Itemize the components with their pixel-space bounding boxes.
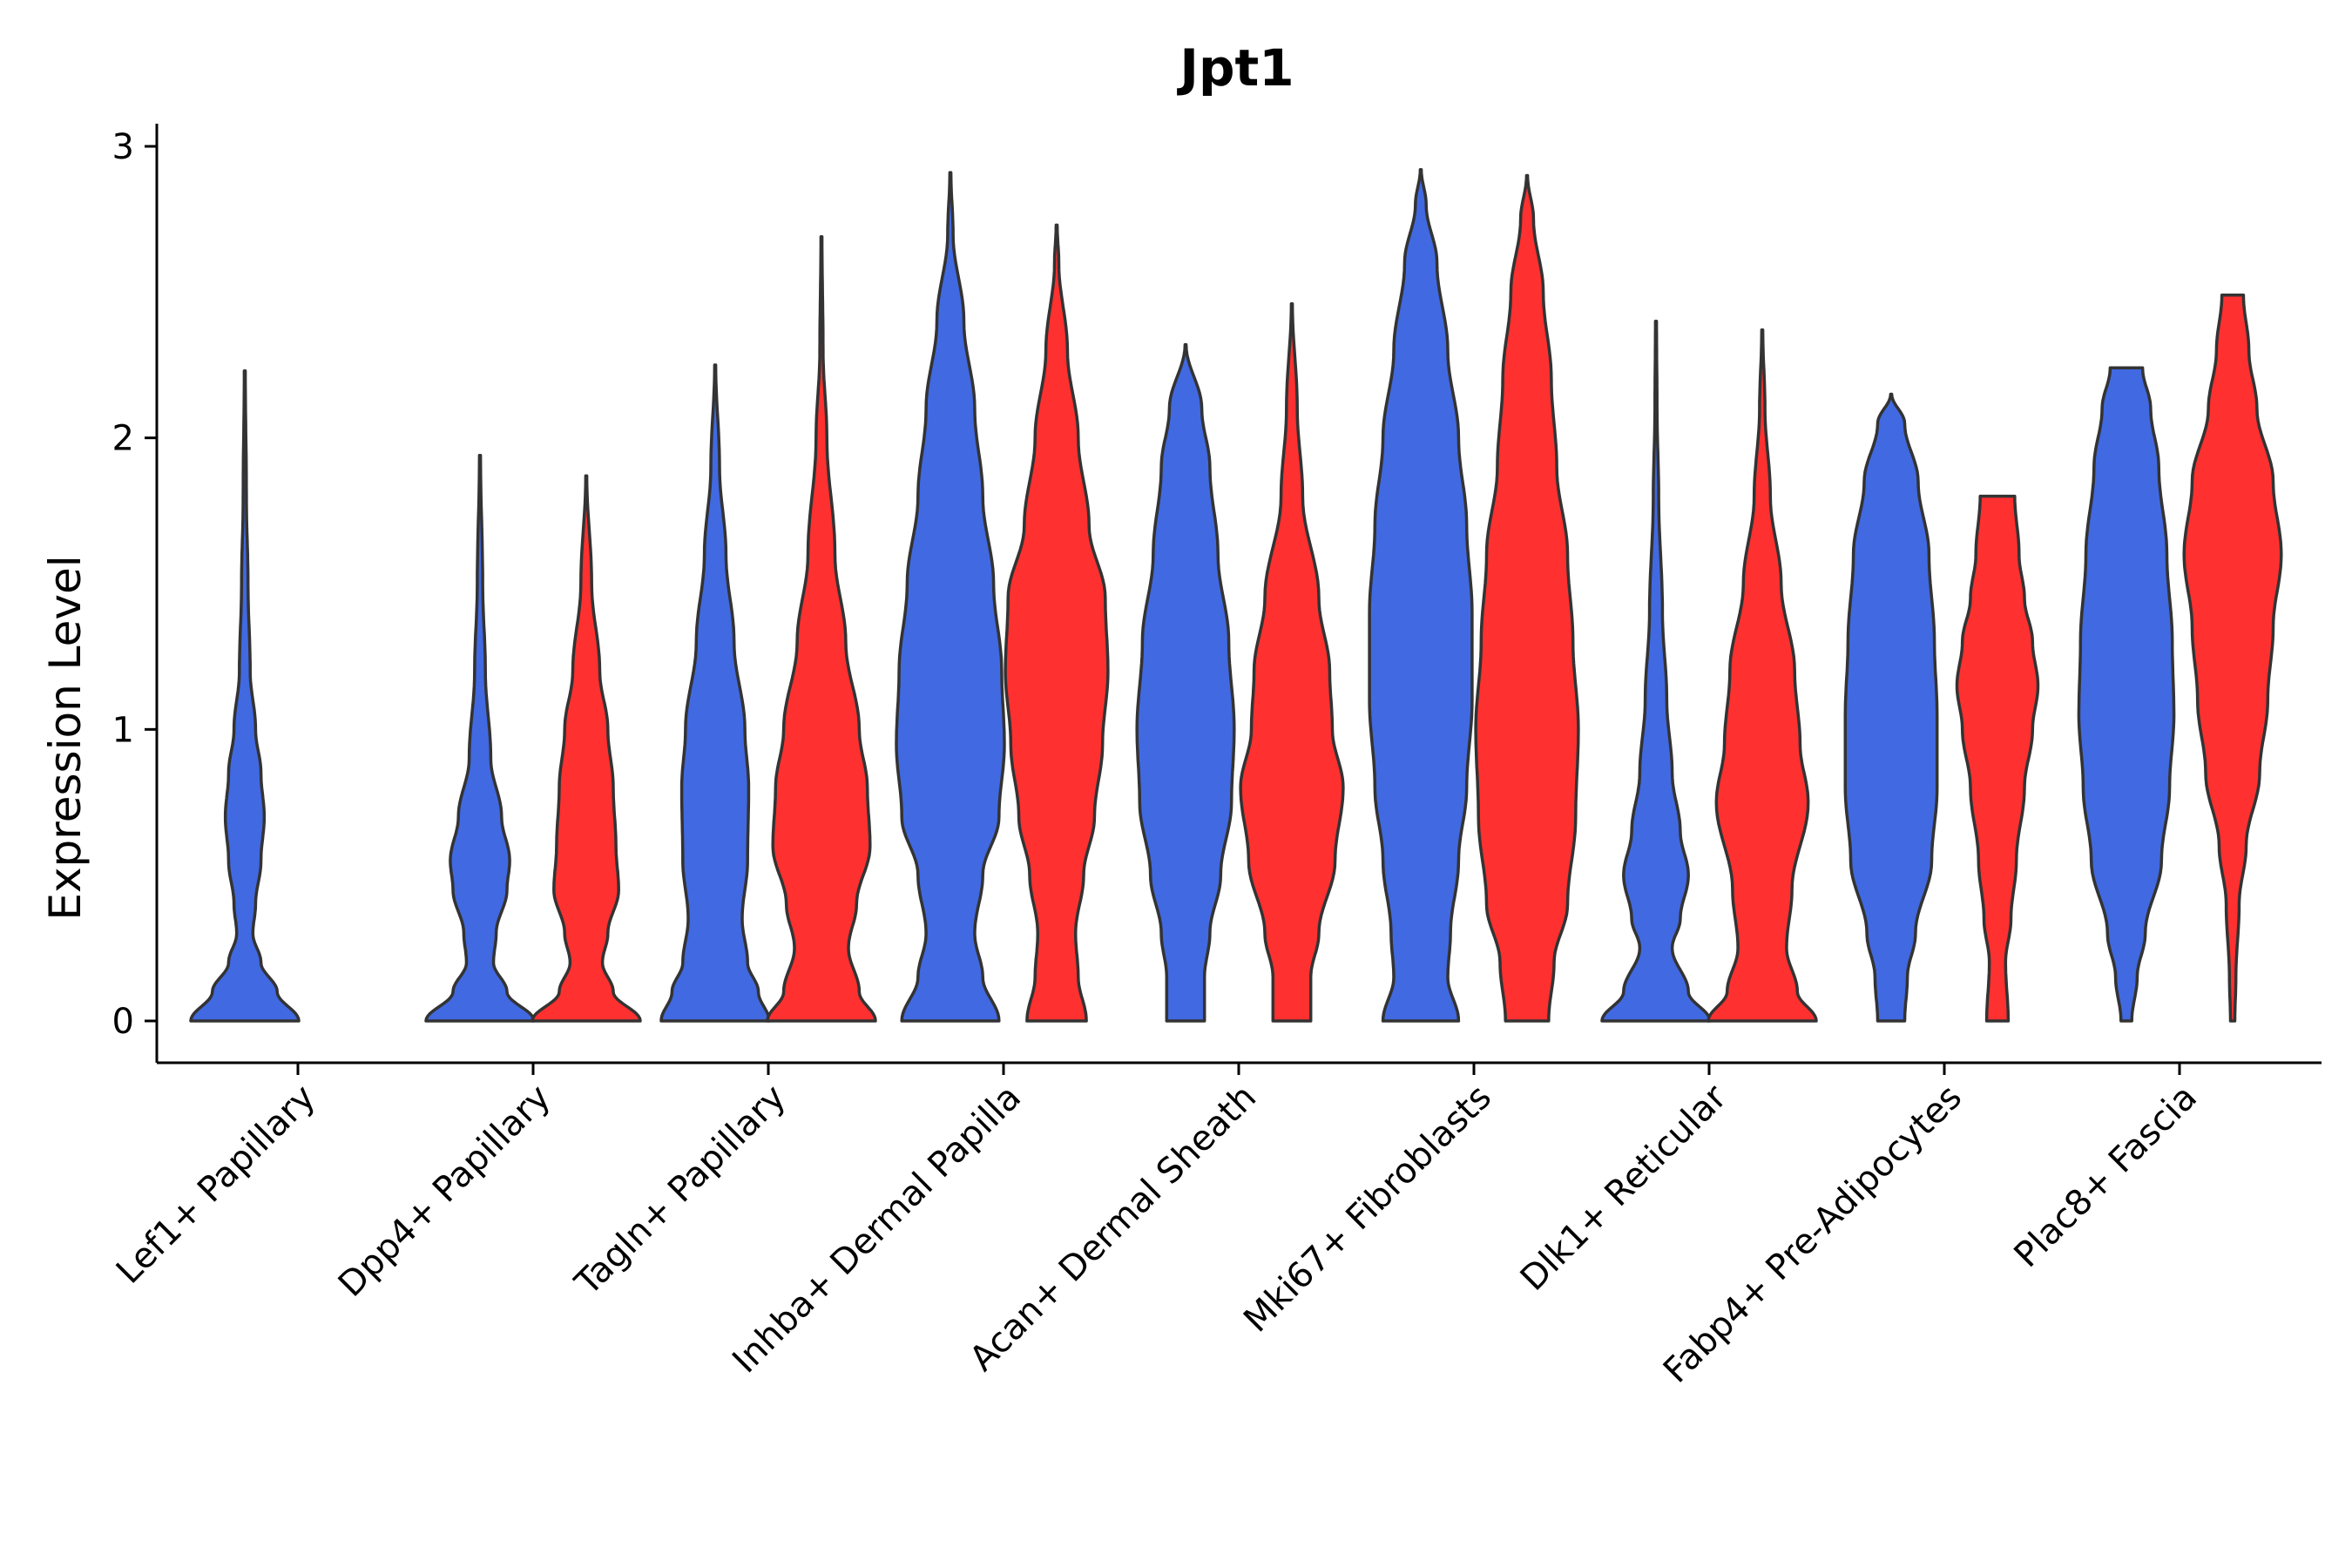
violin-fabp4-pre-adipocytes-group1 [1843, 392, 1939, 1023]
violin-fabp4-pre-adipocytes-group2 [1955, 494, 2040, 1023]
x-tick-label-2: Tagln+ Papillary [567, 1078, 794, 1304]
x-ticks: Lef1+ Papillary Dpp4+ Papillary Tagln+ Pap… [109, 1063, 2205, 1391]
x-tick-label-1: Dpp4+ Papillary [331, 1078, 558, 1305]
violin-dpp4-papillary-group1 [424, 453, 536, 1023]
violin-inhba-dermal-papilla-group1 [895, 171, 1006, 1023]
violin-inhba-dermal-papilla-group2 [1004, 223, 1110, 1023]
violin-dpp4-papillary-group2 [531, 474, 642, 1023]
x-tick-label-0: Lef1+ Papillary [109, 1078, 323, 1292]
x-tick-label-6: Dlk1+ Reticular [1513, 1077, 1735, 1299]
x-tick-label-5: Mki67+ Fibroblasts [1236, 1078, 1499, 1341]
y-tick-label-1: 1 [112, 710, 134, 750]
y-tick-label-0: 0 [112, 1002, 134, 1042]
y-axis-label: Expression Level [40, 555, 91, 920]
violin-plac8-fascia-group1 [2077, 366, 2176, 1023]
chart-title: Jpt1 [1176, 38, 1294, 98]
violin-tagln-papillary-group1 [659, 363, 771, 1023]
y-ticks: 0 1 2 3 [112, 127, 157, 1042]
x-tick-label-8: Plac8+ Fascia [2007, 1078, 2206, 1276]
y-tick-label-2: 2 [112, 419, 134, 459]
violin-lef1-papillary-group1 [189, 368, 301, 1023]
y-tick-label-3: 3 [112, 127, 134, 167]
violin-tagln-papillary-group2 [766, 234, 877, 1023]
violin-dlk1-reticular-group1 [1600, 320, 1712, 1023]
violin-group [189, 168, 2283, 1023]
violin-acan-dermal-sheath-group1 [1135, 342, 1236, 1023]
violin-plac8-fascia-group2 [2182, 293, 2283, 1023]
violin-acan-dermal-sheath-group2 [1239, 301, 1345, 1023]
violin-dlk1-reticular-group2 [1707, 328, 1818, 1023]
violin-mki67-fibroblasts-group1 [1368, 168, 1474, 1023]
violin-mki67-fibroblasts-group2 [1474, 173, 1580, 1023]
